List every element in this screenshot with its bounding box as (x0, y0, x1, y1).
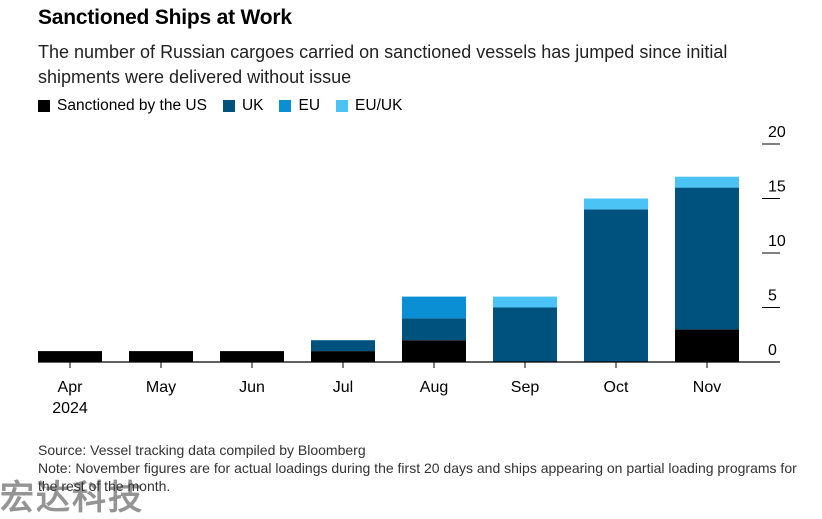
x-tick-label: Jul (333, 379, 353, 396)
legend-label: EU/UK (355, 97, 403, 114)
legend-swatch (279, 100, 292, 112)
legend-label: UK (241, 97, 264, 114)
bar-segment-sep-1 (493, 307, 557, 362)
legend-swatch (336, 100, 349, 112)
y-tick-label: 15 (768, 179, 786, 196)
x-tick-label: Sep (511, 379, 540, 396)
bar-segment-aug-2 (402, 296, 466, 319)
x-tick-label: May (146, 379, 176, 396)
y-tick-label: 10 (768, 233, 786, 250)
chart-footer: Source: Vessel tracking data compiled by… (38, 441, 798, 495)
chart-subtitle: The number of Russian cargoes carried on… (38, 42, 728, 87)
x-tick-label: Aug (420, 379, 448, 396)
bar-segment-nov-0 (675, 329, 739, 362)
x-tick-label: Nov (693, 379, 721, 396)
bar-segment-jul-1 (311, 340, 375, 352)
chart-area: 0 5 10 15 20 Apr 2024 May Jun Jul Aug Sep Oct Nov (38, 124, 786, 417)
legend-item: EU (279, 97, 320, 115)
legend-swatch (222, 100, 235, 112)
footnote: Note: November figures are for actual lo… (38, 460, 797, 494)
bar-segment-jun-0 (220, 351, 284, 362)
legend-item: UK (222, 97, 264, 115)
legend-swatch (38, 100, 50, 112)
y-tick-label: 5 (768, 288, 777, 305)
x-tick-label: Apr (58, 379, 84, 396)
x-tick-label: Jun (239, 379, 265, 396)
y-tick-label: 0 (768, 342, 777, 359)
x-tick-label: Oct (604, 379, 629, 396)
legend-item: EU/UK (336, 97, 402, 115)
chart-title: Sanctioned Ships at Work (38, 6, 292, 29)
legend-label: Sanctioned by the US (57, 97, 207, 114)
bar-segment-nov-1 (675, 187, 739, 330)
bar-segment-may-0 (129, 351, 193, 362)
legend-label: EU (298, 97, 321, 114)
watermark-logo: 宏达科技 (0, 478, 144, 518)
bar-segment-nov-3 (675, 176, 739, 188)
y-tick-label: 20 (768, 124, 786, 141)
chart-legend: Sanctioned by the US UK EU EU/UK (38, 97, 418, 115)
bar-segment-aug-0 (402, 340, 466, 362)
bar-segment-oct-3 (584, 198, 648, 210)
bar-segment-jul-0 (311, 351, 375, 362)
bar-segment-aug-1 (402, 318, 466, 341)
bar-segment-apr-0 (38, 351, 102, 362)
bar-segment-oct-1 (584, 209, 648, 362)
legend-item: Sanctioned by the US (38, 97, 207, 115)
bar-segment-sep-3 (493, 296, 557, 308)
source-note: Source: Vessel tracking data compiled by… (38, 442, 366, 458)
x-tick-sublabel: 2024 (52, 400, 88, 417)
